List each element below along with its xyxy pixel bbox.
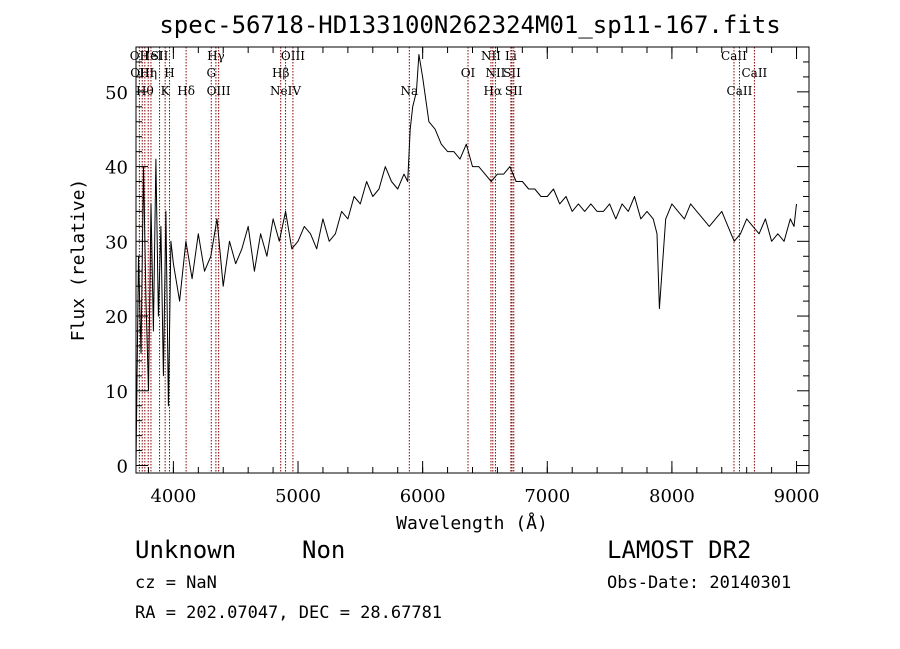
object-class: Unknown	[135, 536, 237, 564]
marker-label-22: SII	[505, 84, 523, 98]
y-tick-label-4: 40	[105, 158, 128, 179]
marker-label-8: Hδ	[177, 84, 195, 98]
marker-label-14: OIII	[281, 49, 305, 63]
y-tick-label-5: 50	[105, 83, 128, 104]
y-tick-label-1: 10	[105, 382, 128, 403]
marker-label-20: Li	[505, 49, 517, 63]
x-axis: 4000 5000 6000 7000 8000 9000	[147, 47, 820, 507]
y-tick-label-3: 30	[105, 232, 128, 253]
x-tick-label-0: 4000	[150, 486, 196, 507]
marker-label-9: G	[206, 66, 216, 80]
y-tick-label-2: 20	[105, 307, 128, 328]
marker-label-24: CaII	[727, 84, 753, 98]
object-subclass: Non	[302, 536, 346, 564]
ra-dec-coordinates: RA = 202.07047, DEC = 28.67781	[135, 603, 443, 623]
marker-label-5: SII	[151, 49, 169, 63]
observation-date: Obs-Date: 20140301	[607, 573, 792, 593]
marker-label-21: SII	[503, 66, 521, 80]
marker-label-13: NeIV	[270, 84, 301, 98]
marker-label-16: OI	[461, 66, 476, 80]
marker-label-2: Hθ	[136, 84, 154, 98]
marker-label-17: NII	[481, 49, 501, 63]
plot-title: spec-56718-HD133100N262324M01_sp11-167.f…	[159, 11, 780, 39]
x-tick-label-3: 7000	[524, 486, 570, 507]
x-axis-label: Wavelength (Å)	[396, 512, 548, 534]
marker-label-15: Na	[400, 84, 418, 98]
survey-name: LAMOST DR2	[607, 536, 752, 564]
spectrum-series	[135, 54, 797, 466]
marker-label-3: Hη	[139, 66, 157, 80]
marker-label-7: H	[164, 66, 174, 80]
marker-label-12: Hβ	[272, 66, 289, 80]
x-tick-label-4: 8000	[649, 486, 695, 507]
spectrum-line-0	[135, 54, 797, 466]
y-axis-label: Flux (relative)	[68, 179, 89, 342]
y-axis: 0 10 20 30 40 50	[105, 61, 809, 478]
marker-label-23: CaII	[721, 49, 747, 63]
marker-label-6: K	[161, 84, 171, 98]
x-tick-label-5: 9000	[774, 486, 820, 507]
redshift-cz: cz = NaN	[135, 573, 217, 593]
marker-label-4: HeI	[140, 49, 163, 63]
x-tick-label-2: 6000	[400, 486, 446, 507]
y-tick-label-0: 0	[117, 457, 128, 478]
marker-label-11: OIII	[207, 84, 231, 98]
spectral-line-markers: OIIOIIIHθHηHeISIIKHHδGHγOIIIHβNeIVOIIINa…	[130, 47, 768, 473]
x-tick-label-1: 5000	[275, 486, 321, 507]
marker-label-19: NII	[485, 66, 505, 80]
marker-label-18: Hα	[484, 84, 503, 98]
marker-label-10: Hγ	[207, 49, 225, 63]
marker-label-25: CaII	[741, 66, 767, 80]
